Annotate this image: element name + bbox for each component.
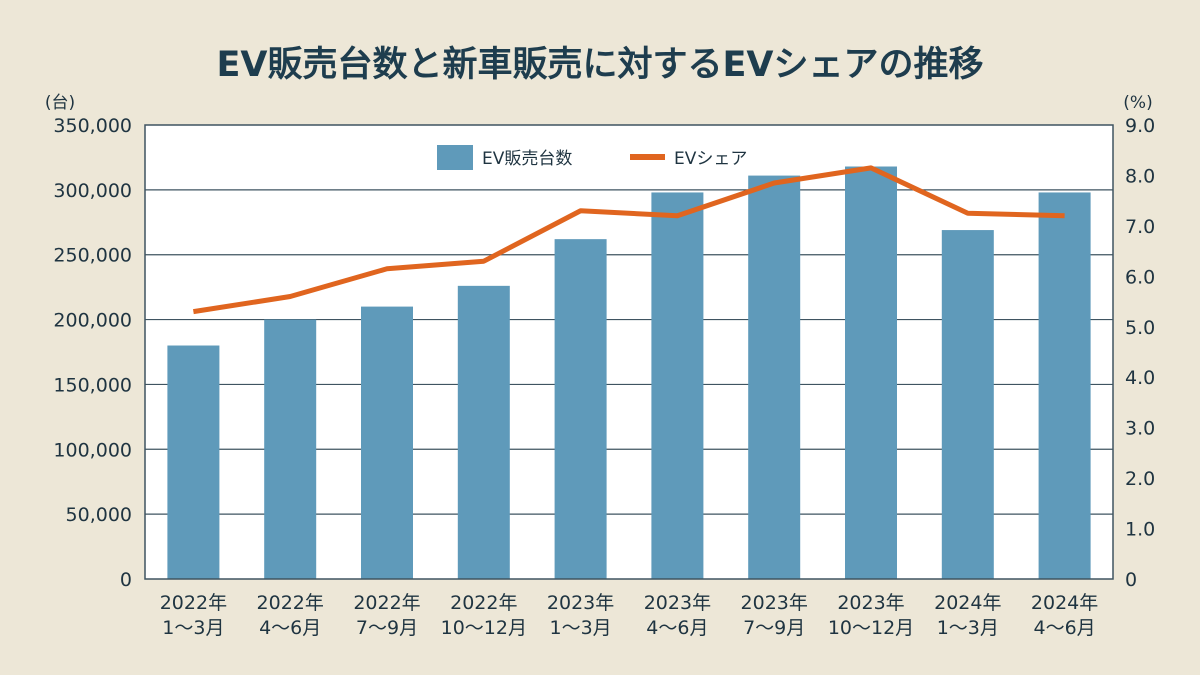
legend-swatch-bar [437, 145, 473, 170]
y-left-tick-label: 250,000 [53, 245, 132, 267]
bar [748, 175, 801, 580]
x-tick-label-period: 10〜12月 [441, 617, 527, 639]
x-tick-label-period: 7〜9月 [356, 617, 418, 639]
x-tick-label-year: 2023年 [741, 592, 808, 614]
y-left-tick-label: 50,000 [66, 504, 132, 526]
y-right-tick-label: 5.0 [1125, 317, 1155, 339]
legend-label-line: EVシェア [674, 149, 747, 169]
bar [554, 239, 607, 580]
share-line [193, 165, 1065, 315]
y-left-tick-label: 150,000 [53, 374, 132, 396]
x-tick-label-year: 2022年 [450, 592, 517, 614]
x-tick-label-year: 2024年 [934, 592, 1001, 614]
x-tick-label-year: 2023年 [837, 592, 904, 614]
bar [941, 230, 994, 579]
x-tick-label-year: 2022年 [353, 592, 420, 614]
chart-title: EV販売台数と新車販売に対するEVシェアの推移 [216, 45, 984, 85]
legend-label-bar: EV販売台数 [482, 149, 572, 169]
x-tick-label-period: 1〜3月 [162, 617, 224, 639]
y-left-unit: (台) [45, 93, 75, 113]
x-tick-label-period: 10〜12月 [828, 617, 914, 639]
bar [264, 319, 317, 579]
x-tick-label-period: 1〜3月 [550, 617, 612, 639]
y-right-tick-label: 3.0 [1125, 418, 1155, 440]
y-left-tick-label: 100,000 [53, 439, 132, 461]
bar [361, 306, 413, 579]
bar [457, 285, 510, 579]
y-right-tick-label: 4.0 [1125, 367, 1155, 389]
x-tick-label-period: 1〜3月 [937, 617, 999, 639]
y-right-tick-label: 7.0 [1125, 216, 1155, 238]
x-tick-label-year: 2022年 [257, 592, 324, 614]
bar [1038, 192, 1091, 580]
bar [845, 166, 897, 579]
x-tick-label-year: 2023年 [547, 592, 614, 614]
x-tick-label-year: 2022年 [160, 592, 227, 614]
x-tick-label-period: 4〜6月 [646, 617, 708, 639]
x-tick-label-year: 2024年 [1031, 592, 1098, 614]
y-right-tick-label: 2.0 [1125, 468, 1155, 490]
bar [167, 345, 220, 579]
bar [651, 192, 704, 580]
y-right-tick-label: 8.0 [1125, 165, 1155, 187]
y-right-unit: (%) [1123, 93, 1152, 113]
y-left-tick-label: 300,000 [53, 180, 132, 202]
x-tick-label-year: 2023年 [644, 592, 711, 614]
y-right-tick-label: 1.0 [1125, 519, 1155, 541]
x-tick-label-period: 7〜9月 [743, 617, 805, 639]
x-tick-label-period: 4〜6月 [259, 617, 321, 639]
y-left-tick-label: 350,000 [53, 115, 132, 137]
y-right-tick-label: 9.0 [1125, 115, 1155, 137]
y-right-tick-label: 0 [1125, 569, 1137, 591]
y-left-tick-label: 200,000 [53, 310, 132, 332]
y-right-tick-label: 6.0 [1125, 266, 1155, 288]
y-left-tick-label: 0 [120, 569, 132, 591]
x-tick-label-period: 4〜6月 [1034, 617, 1096, 639]
plot-frame [144, 124, 1114, 580]
